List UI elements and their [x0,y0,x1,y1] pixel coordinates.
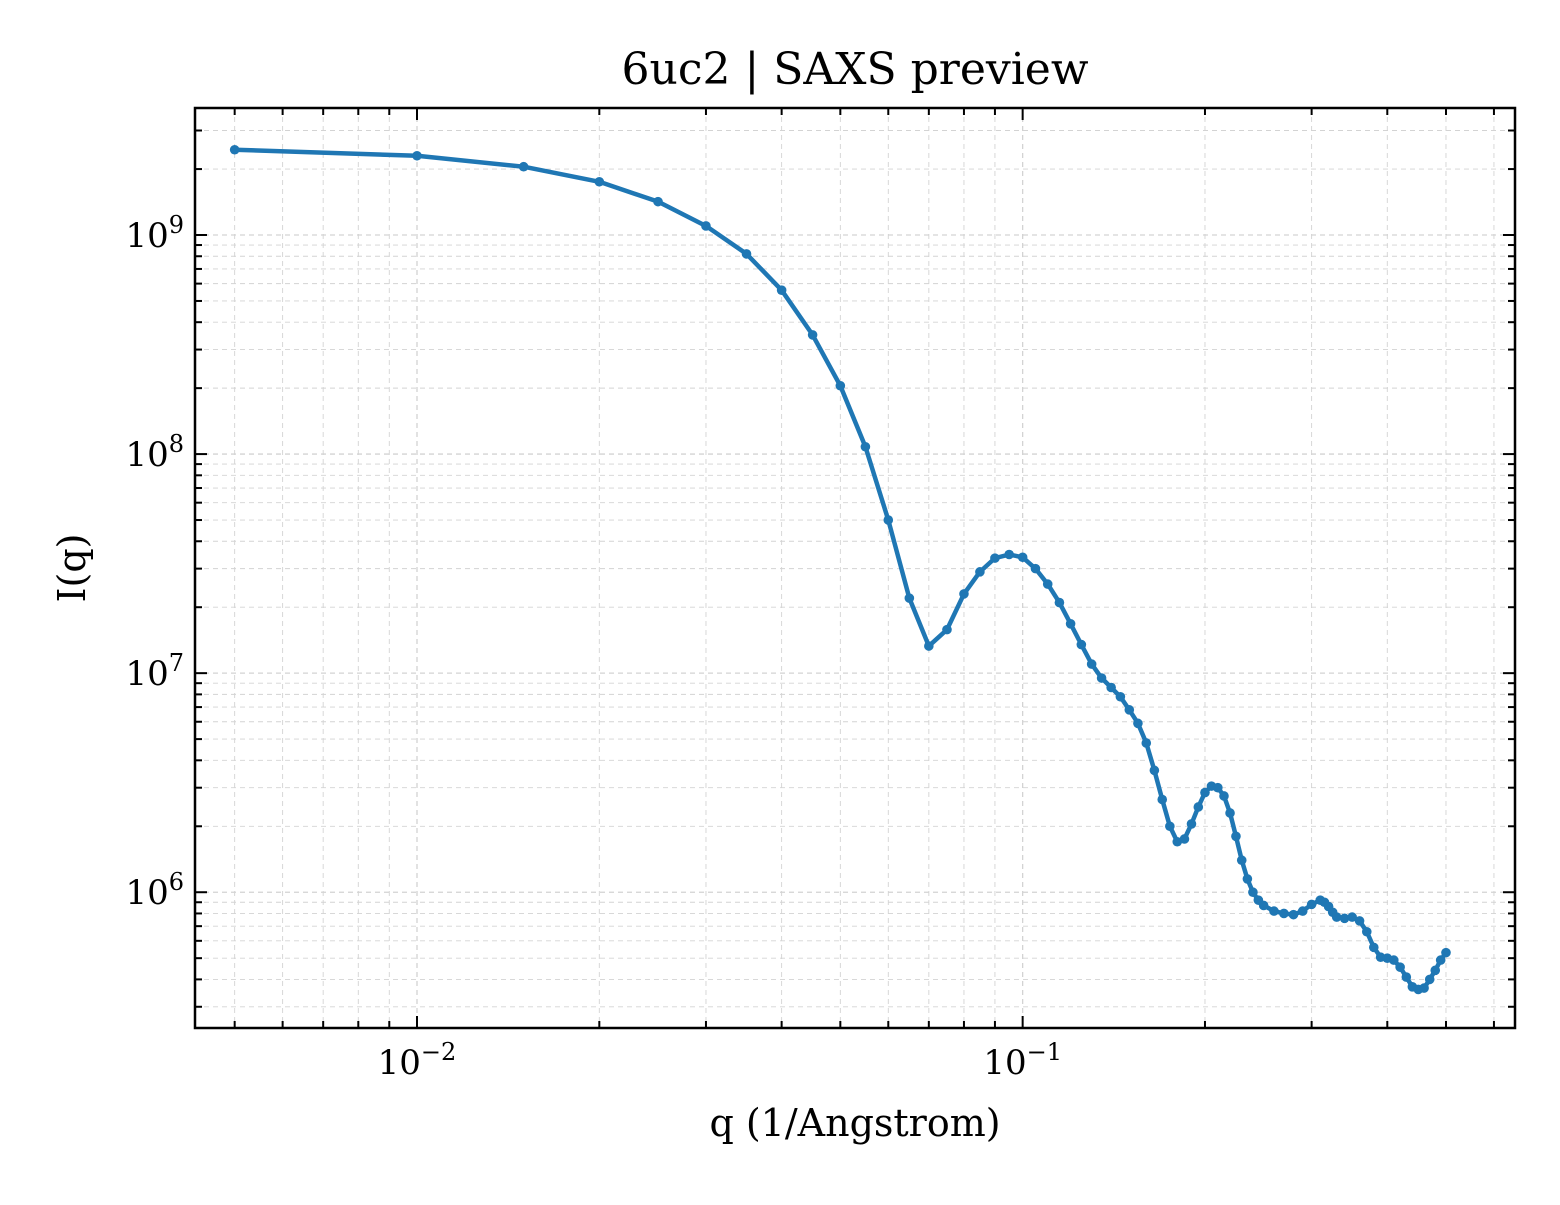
y-tick-label: 109 [125,211,184,256]
data-point [518,161,529,172]
data-point [835,380,846,391]
data-point [653,196,663,207]
data-point [1297,906,1308,916]
data-point [741,249,752,259]
data-point [1065,618,1076,629]
data-point [1186,819,1197,829]
data-point [1225,808,1235,818]
data-point [1306,899,1317,910]
data-point [1361,926,1372,937]
data-point [1236,855,1247,866]
data-point [1115,691,1126,702]
data-point [1076,639,1087,650]
data-point [1004,549,1014,560]
data-point [1401,972,1412,982]
data-point [1419,983,1429,993]
data-point [1395,962,1405,972]
data-point [1354,916,1365,926]
grid-layer [195,108,1515,1028]
data-point [1288,909,1299,920]
data-point [1157,794,1168,805]
data-point [990,553,1000,563]
data-point [1054,597,1065,608]
x-tick-label: 10−2 [378,1038,457,1083]
data-point [1388,955,1399,965]
data-point [1141,738,1152,748]
data-point [924,641,934,651]
plot-frame [193,106,1517,1030]
data-point [1369,942,1379,953]
data-point [1242,874,1253,884]
data-point [1331,912,1342,922]
data-point [701,221,711,231]
y-axis-label: I(q) [50,534,94,603]
data-point [1231,831,1241,842]
data-point [1248,887,1258,898]
data-point [942,624,952,635]
data-point [1096,673,1107,683]
data-point [1441,947,1451,958]
data-point [1424,974,1435,985]
x-axis-label: q (1/Angstrom) [709,1101,1000,1145]
data-point [1149,765,1160,776]
data-point [904,593,915,603]
y-tick-label: 106 [125,868,184,913]
data-point [1279,908,1289,919]
data-point [1200,787,1210,798]
data-point [1435,955,1446,965]
data-point [975,567,985,577]
data-point [594,176,605,187]
x-tick-label: 10−1 [983,1038,1062,1083]
data-point [1042,579,1053,589]
data-point [1179,834,1190,844]
data-point [1106,682,1116,693]
data-point [1339,913,1350,924]
data-layer [229,144,1451,995]
data-point [1347,912,1357,922]
data-point [1430,965,1441,976]
data-point [807,330,818,340]
data-point [1086,659,1097,669]
chart-title: 6uc2 | SAXS preview [621,44,1088,95]
data-point [1133,718,1143,729]
data-point [1172,836,1183,847]
data-point [1193,802,1204,812]
data-point [776,285,787,295]
data-point [1165,821,1175,832]
y-tick-label: 108 [125,430,184,475]
data-point [1030,563,1041,574]
data-point [412,150,422,161]
tick-layer: 10−2 10−1 106 107 108 109 [125,108,1515,1083]
data-point [1269,906,1279,916]
data-point [1219,791,1229,801]
data-point [1017,552,1028,563]
data-point [229,144,240,155]
data-point [860,441,871,452]
data-point [1213,782,1223,793]
data-point [1124,705,1135,715]
data-point [959,589,969,599]
data-point [883,515,894,525]
y-tick-label: 107 [125,649,184,694]
data-point [1258,900,1269,911]
